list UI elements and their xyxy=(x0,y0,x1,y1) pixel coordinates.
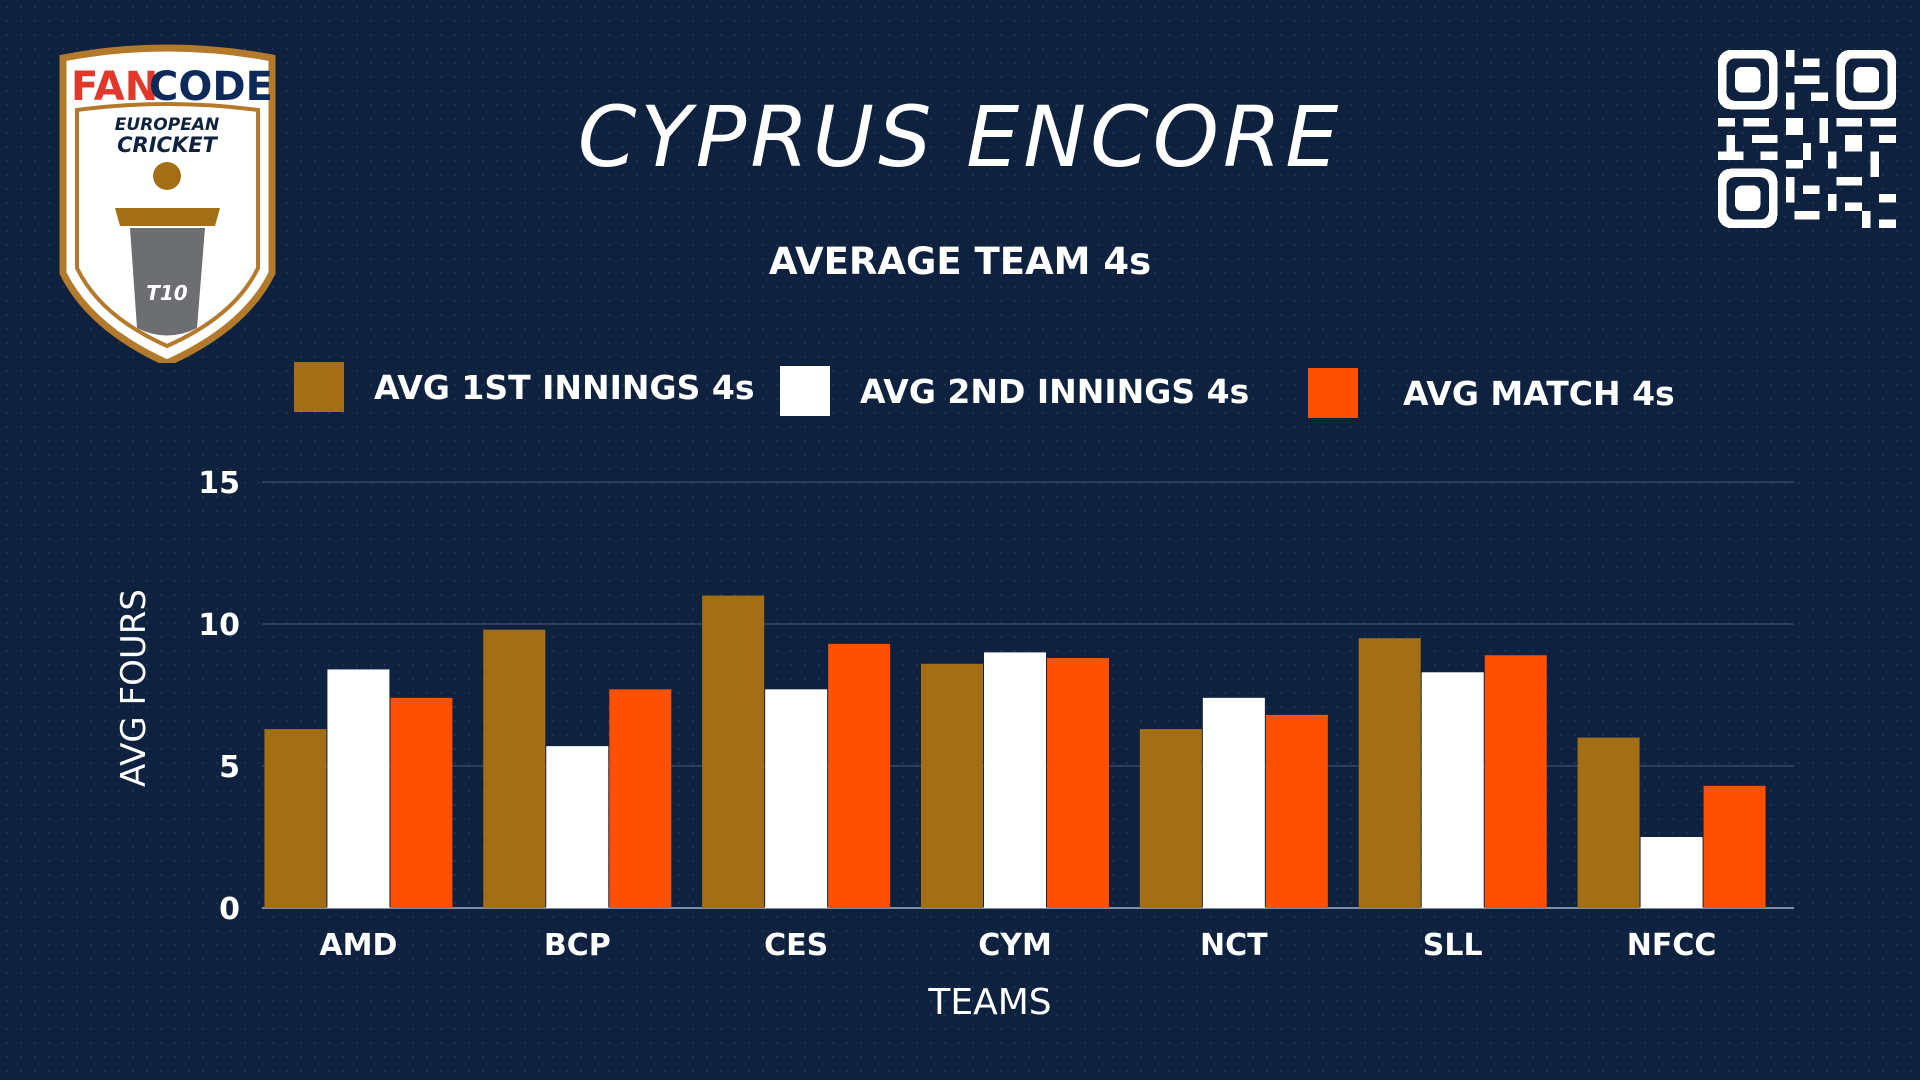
trophy-handles-icon xyxy=(115,208,220,226)
y-tick-label: 0 xyxy=(219,892,240,927)
legend-label-second-innings: AVG 2ND INNINGS 4s xyxy=(860,371,1250,411)
logo-brand-fan: FAN xyxy=(71,64,158,110)
x-tick-label: CYM xyxy=(978,928,1052,963)
bar-ces-series-2 xyxy=(828,643,891,908)
x-tick-label: SLL xyxy=(1423,928,1483,963)
logo-line-cricket: CRICKET xyxy=(117,133,218,157)
y-tick-label: 5 xyxy=(219,750,240,785)
legend-item-second-innings: AVG 2ND INNINGS 4s xyxy=(780,366,1249,416)
x-tick-label: AMD xyxy=(319,928,397,963)
bar-amd-series-2 xyxy=(390,697,453,908)
bar-nfcc-series-0 xyxy=(1577,737,1640,908)
logo-badge-t10: T10 xyxy=(146,281,188,305)
legend-swatch-match xyxy=(1308,368,1358,418)
bar-nct-series-2 xyxy=(1265,714,1328,908)
bar-amd-series-0 xyxy=(264,729,327,908)
legend-item-first-innings: AVG 1ST INNINGS 4s xyxy=(294,362,755,412)
y-axis-label: AVG FOURS xyxy=(114,589,154,787)
page-title: CYPRUS ENCORE xyxy=(577,88,1343,186)
bar-nfcc-series-1 xyxy=(1640,837,1703,908)
bar-cym-series-0 xyxy=(921,663,983,908)
chart-bars xyxy=(264,595,1766,908)
bar-bcp-series-0 xyxy=(483,629,546,908)
legend-swatch-first-innings xyxy=(294,362,344,412)
x-tick-label: NFCC xyxy=(1627,928,1717,963)
bar-bcp-series-2 xyxy=(609,689,672,908)
y-tick-label: 10 xyxy=(198,608,240,643)
fancode-european-cricket-logo: FAN CODE EUROPEAN CRICKET T10 xyxy=(59,44,276,363)
legend-item-match: AVG MATCH 4s xyxy=(1308,368,1675,418)
logo-brand-code: CODE xyxy=(149,64,273,110)
logo-line-european: EUROPEAN xyxy=(115,115,219,135)
trophy-icon xyxy=(130,228,205,336)
bar-ces-series-0 xyxy=(702,595,765,908)
bar-ces-series-1 xyxy=(765,689,828,908)
x-tick-label: CES xyxy=(764,928,828,963)
qr-code-icon[interactable] xyxy=(1718,50,1896,228)
chart-title: AVERAGE TEAM 4s xyxy=(768,240,1152,283)
x-tick-label: BCP xyxy=(544,928,611,963)
bar-sll-series-0 xyxy=(1358,638,1421,908)
y-tick-label: 15 xyxy=(198,466,240,501)
bar-cym-series-2 xyxy=(1047,658,1109,908)
bar-sll-series-1 xyxy=(1421,672,1484,908)
bar-amd-series-1 xyxy=(327,669,390,908)
bar-nct-series-1 xyxy=(1202,697,1265,908)
cricket-ball-icon xyxy=(153,162,181,190)
bar-nct-series-0 xyxy=(1139,729,1202,908)
x-tick-label: NCT xyxy=(1200,928,1268,963)
legend-swatch-second-innings xyxy=(780,366,830,416)
x-axis-ticks: AMD BCP CES CYM NCT SLL NFCC xyxy=(319,928,1716,963)
bar-cym-series-1 xyxy=(984,652,1046,908)
legend-label-match: AVG MATCH 4s xyxy=(1403,373,1675,413)
bar-bcp-series-1 xyxy=(546,746,609,908)
y-axis-ticks: 0 5 10 15 xyxy=(198,466,240,927)
legend-label-first-innings: AVG 1ST INNINGS 4s xyxy=(374,367,755,407)
bar-sll-series-2 xyxy=(1484,655,1547,908)
x-axis-label: TEAMS xyxy=(927,982,1051,1023)
bar-nfcc-series-2 xyxy=(1703,785,1766,908)
